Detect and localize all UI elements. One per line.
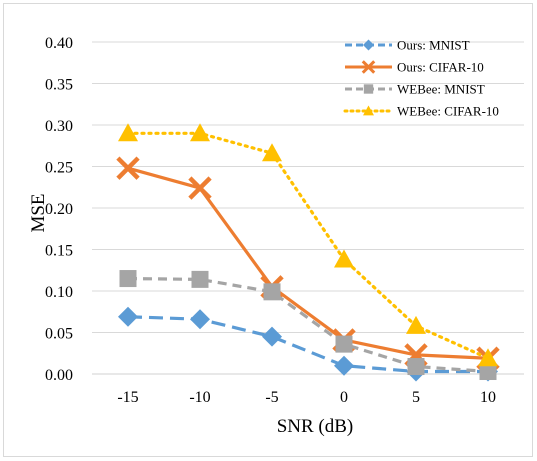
legend-marker — [363, 84, 374, 94]
y-tick-label: 0.35 — [45, 77, 73, 94]
data-point — [116, 156, 140, 180]
data-point — [406, 315, 426, 334]
y-tick-label: 0.05 — [45, 326, 73, 343]
x-tick-label: -5 — [265, 389, 278, 406]
x-tick-label: 0 — [340, 389, 348, 406]
series-line — [127, 315, 488, 374]
series-3 — [118, 123, 498, 367]
series-line — [127, 166, 489, 360]
data-point — [191, 270, 209, 288]
data-point — [190, 309, 210, 330]
series-group — [116, 123, 500, 382]
legend-entry: WEBee: CIFAR-10 — [343, 104, 499, 119]
data-point — [262, 143, 282, 162]
data-point — [262, 326, 282, 347]
x-tick-label: -10 — [189, 389, 210, 406]
data-point — [119, 270, 137, 288]
legend-marker — [363, 105, 374, 116]
data-point — [335, 335, 353, 353]
data-point — [334, 355, 354, 376]
y-tick-label: 0.15 — [45, 243, 73, 260]
series-line — [126, 131, 490, 360]
legend-label: WEBee: MNIST — [397, 82, 485, 97]
y-axis-title: MSE — [28, 193, 49, 232]
series-0 — [118, 306, 498, 382]
x-tick-label: -15 — [117, 389, 138, 406]
legend-entry: Ours: CIFAR-10 — [345, 60, 484, 75]
legend-marker — [363, 39, 374, 51]
data-point — [118, 123, 138, 142]
legend-label: Ours: CIFAR-10 — [397, 60, 484, 75]
legend-label: WEBee: CIFAR-10 — [397, 104, 499, 119]
y-tick-label: 0.20 — [45, 201, 73, 218]
legend-entry: WEBee: MNIST — [345, 82, 485, 97]
legend: Ours: MNIST Ours: CIFAR-10 WEBee: MNIST WEB… — [343, 38, 499, 119]
series-line — [127, 276, 489, 374]
data-point — [479, 363, 497, 381]
y-tick-label: 0.00 — [45, 367, 73, 384]
y-tick-label: 0.40 — [45, 35, 73, 52]
legend-marker — [361, 60, 376, 74]
y-tick-label: 0.25 — [45, 160, 73, 177]
data-point — [334, 249, 354, 268]
y-axis-ticks: 0.00 0.05 0.10 0.15 0.20 0.25 0.30 0.35 0.40 — [45, 35, 73, 384]
legend-entry: Ours: MNIST — [345, 38, 470, 53]
series-2 — [119, 270, 497, 381]
x-tick-label: 5 — [412, 389, 420, 406]
data-point — [478, 348, 498, 367]
y-tick-label: 0.10 — [45, 284, 73, 301]
x-tick-label: 10 — [480, 389, 496, 406]
data-point — [190, 123, 210, 142]
y-tick-label: 0.30 — [45, 118, 73, 135]
grid-lines — [92, 41, 524, 375]
legend-label: Ours: MNIST — [397, 38, 470, 53]
x-axis-ticks: -15 -10 -5 0 5 10 — [117, 389, 496, 406]
data-point — [263, 283, 281, 301]
data-point — [407, 358, 425, 376]
data-point — [118, 306, 138, 327]
x-axis-title: SNR (dB) — [277, 416, 354, 437]
data-point — [188, 176, 212, 200]
chart-frame — [3, 3, 533, 457]
